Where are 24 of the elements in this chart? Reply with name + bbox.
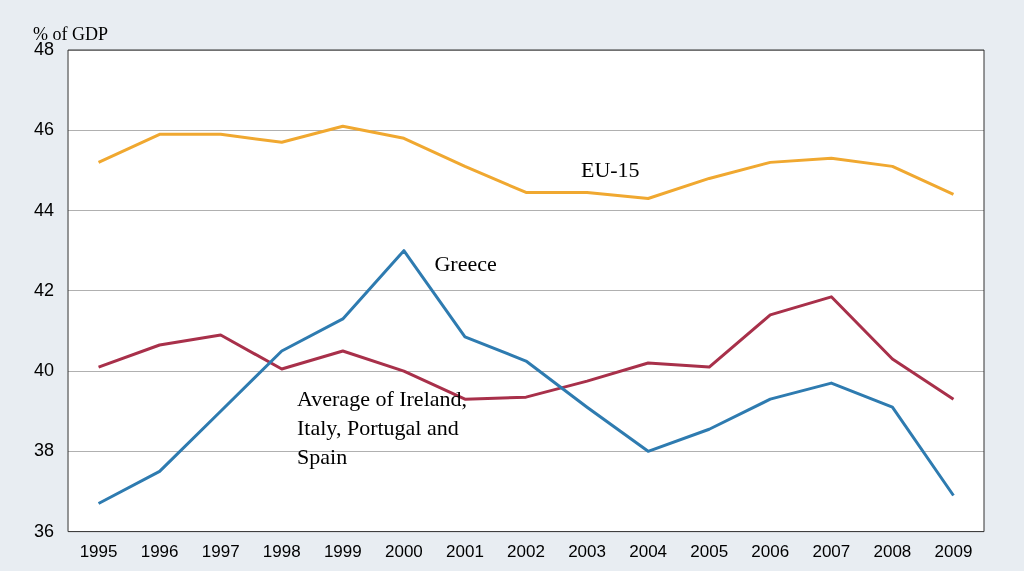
x-tick-label: 2005 — [690, 542, 729, 562]
x-tick-label: 1998 — [262, 542, 301, 562]
x-tick-label: 2009 — [934, 542, 973, 562]
x-tick-label: 1996 — [140, 542, 179, 562]
x-tick-label: 2001 — [446, 542, 484, 562]
series-label: EU-15 — [580, 157, 640, 183]
x-tick-label: 1999 — [323, 542, 362, 562]
x-tick-label: 1995 — [79, 542, 118, 562]
series-label: Average of Ireland, Italy, Portugal and Spain — [297, 385, 468, 469]
y-tick-label: 46 — [33, 119, 55, 140]
y-tick-label: 36 — [33, 520, 55, 541]
x-tick-label: 2000 — [384, 542, 423, 562]
y-tick-label: 44 — [33, 199, 55, 220]
y-tick-label: 38 — [33, 440, 55, 461]
x-tick-label: 2007 — [812, 542, 851, 562]
series-label: Greece — [434, 251, 497, 277]
y-tick-label: 40 — [33, 360, 55, 381]
x-tick-label: 2008 — [873, 542, 912, 562]
x-tick-label: 2002 — [507, 542, 545, 562]
x-tick-label: 2003 — [568, 542, 606, 562]
y-tick-label: 42 — [33, 279, 55, 300]
x-tick-label: 2004 — [629, 542, 668, 562]
x-tick-label: 1997 — [201, 542, 240, 562]
x-tick-label: 2006 — [751, 542, 790, 562]
